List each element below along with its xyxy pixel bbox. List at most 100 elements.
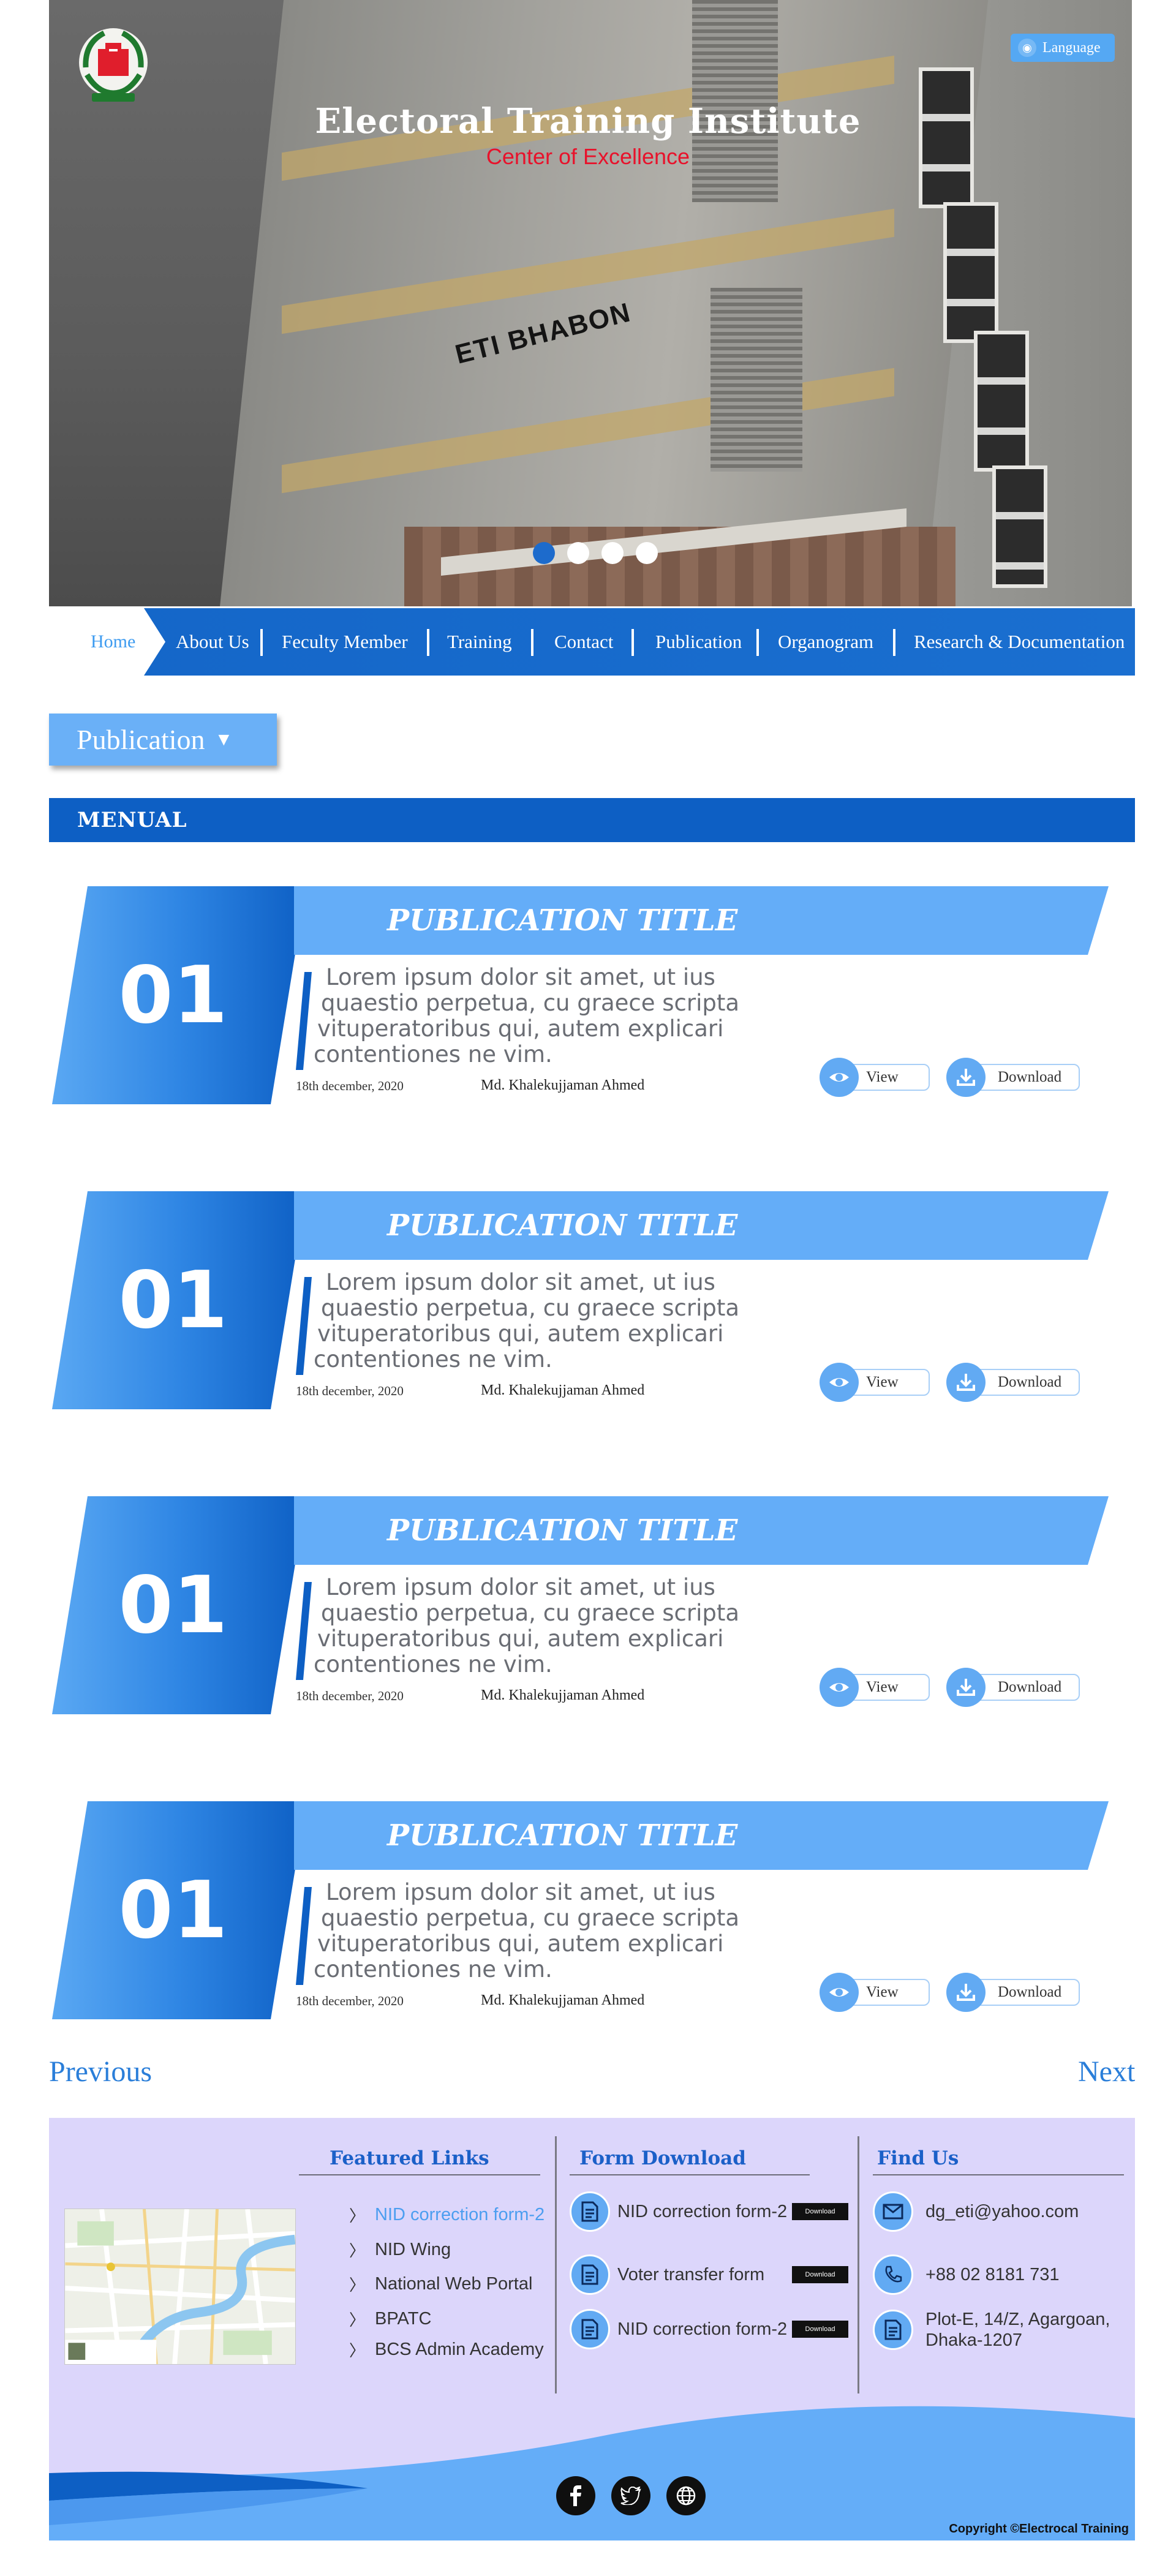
download-button[interactable]: Download: [946, 1363, 1087, 1402]
publication-dropdown[interactable]: Publication ▼: [49, 714, 277, 766]
nav-separator: [260, 629, 263, 656]
chevron-right-icon: 〉: [349, 2207, 366, 2226]
document-icon: [570, 2309, 610, 2349]
featured-link-label: BCS Admin Academy: [375, 2340, 544, 2359]
contact-address-row: Plot-E, 14/Z, Agargoan, Dhaka-1207: [873, 2309, 1110, 2351]
featured-link-nid-correction[interactable]: 〉 NID correction form-2: [349, 2204, 545, 2226]
form-download-button[interactable]: Download: [792, 2266, 848, 2283]
form-download-button[interactable]: Download: [792, 2321, 848, 2338]
section-title: MENUAL: [49, 798, 1135, 842]
location-map[interactable]: [64, 2209, 296, 2365]
heading-underline: [873, 2174, 1124, 2175]
featured-link-label: BPATC: [375, 2309, 432, 2329]
hero-subtitle: Center of Excellence: [486, 144, 690, 169]
footer-wave: [49, 2406, 1135, 2540]
publication-title[interactable]: PUBLICATION TITLE: [294, 1496, 1109, 1565]
view-button[interactable]: View: [820, 1363, 936, 1402]
featured-link-national-web-portal[interactable]: 〉 National Web Portal: [349, 2273, 532, 2295]
publication-title[interactable]: PUBLICATION TITLE: [294, 1801, 1109, 1870]
twitter-icon[interactable]: [611, 2476, 650, 2515]
nav-item-faculty-member[interactable]: Feculty Member: [282, 631, 408, 652]
excerpt-line: contentiones ne vim.: [314, 1346, 552, 1373]
download-button[interactable]: Download: [946, 1668, 1087, 1707]
nav-item-about-us[interactable]: About Us: [176, 631, 249, 652]
address-line: Dhaka-1207: [925, 2330, 1022, 2350]
view-button[interactable]: View: [820, 1668, 936, 1707]
publication-author: Md. Khalekujjaman Ahmed: [481, 1382, 645, 1398]
form-download-row: NID correction form-2 Download: [570, 2309, 848, 2349]
slider-dot[interactable]: [636, 542, 658, 564]
building-louvre: [692, 0, 778, 202]
download-button[interactable]: Download: [946, 1058, 1087, 1097]
document-icon: [873, 2310, 913, 2350]
facebook-icon[interactable]: [556, 2476, 595, 2515]
building-window: [974, 331, 1029, 472]
slider-dot[interactable]: [533, 542, 555, 564]
form-download-button[interactable]: Download: [792, 2203, 848, 2220]
excerpt-line: vituperatoribus qui, autem explicari: [317, 1015, 724, 1042]
publication-date: 18th december, 2020: [296, 1689, 404, 1703]
document-icon: [570, 2254, 610, 2295]
featured-link-bpatc[interactable]: 〉 BPATC: [349, 2308, 431, 2330]
publication-title[interactable]: PUBLICATION TITLE: [294, 886, 1109, 955]
slider-dot[interactable]: [601, 542, 624, 564]
form-download-heading: Form Download: [579, 2147, 746, 2169]
nav-item-research-documentation[interactable]: Research & Documentation: [914, 631, 1125, 652]
featured-link-label: National Web Portal: [375, 2274, 533, 2294]
publication-number: 01: [52, 886, 306, 1104]
publication-card: 01 PUBLICATION TITLE Lorem ipsum dolor s…: [49, 886, 1139, 1107]
globe-icon[interactable]: [666, 2476, 706, 2515]
excerpt-line: quaestio perpetua, cu graece scripta: [321, 1600, 740, 1626]
footer-column-separator: [555, 2136, 557, 2393]
form-label[interactable]: NID correction form-2: [617, 2201, 788, 2221]
view-button[interactable]: View: [820, 1973, 936, 2012]
excerpt-accent-bar: [296, 972, 312, 1070]
featured-link-bcs-admin-academy[interactable]: 〉 BCS Admin Academy: [349, 2338, 544, 2361]
eye-icon: [820, 1363, 859, 1402]
excerpt-line: contentiones ne vim.: [314, 1041, 552, 1068]
download-icon: [946, 1668, 986, 1707]
excerpt-line: contentiones ne vim.: [314, 1956, 552, 1983]
eye-icon: [820, 1058, 859, 1097]
nav-item-contact[interactable]: Contact: [554, 631, 614, 652]
language-label: Language: [1042, 39, 1101, 56]
eye-icon: [820, 1668, 859, 1707]
publication-number: 01: [52, 1496, 306, 1714]
chevron-right-icon: 〉: [349, 2342, 366, 2360]
copyright: Copyright ©Electrocal Training: [949, 2522, 1129, 2536]
download-button[interactable]: Download: [946, 1973, 1087, 2012]
nav-separator: [427, 629, 429, 656]
form-label[interactable]: NID correction form-2: [617, 2319, 788, 2339]
publication-number: 01: [52, 1191, 306, 1409]
contact-phone[interactable]: +88 02 8181 731: [925, 2265, 1060, 2284]
document-icon: [570, 2191, 610, 2232]
nav-item-publication[interactable]: Publication: [655, 631, 742, 652]
mail-icon: [873, 2191, 913, 2232]
view-button[interactable]: View: [820, 1058, 936, 1097]
featured-link-nid-wing[interactable]: 〉 NID Wing: [349, 2239, 451, 2261]
building-window: [992, 465, 1047, 588]
nav-separator: [756, 629, 759, 656]
footer: Featured Links Form Download Find Us 〉 NI…: [49, 2118, 1135, 2540]
next-link[interactable]: Next: [1078, 2055, 1136, 2088]
contact-email[interactable]: dg_eti@yahoo.com: [925, 2202, 1079, 2221]
slider-dot[interactable]: [567, 542, 589, 564]
language-button[interactable]: ◉ Language: [1011, 34, 1115, 62]
nav-item-organogram[interactable]: Organogram: [778, 631, 874, 652]
previous-link[interactable]: Previous: [49, 2055, 152, 2088]
publication-title[interactable]: PUBLICATION TITLE: [294, 1191, 1109, 1260]
caret-down-icon: ▼: [214, 729, 233, 750]
form-label[interactable]: Voter transfer form: [617, 2264, 765, 2284]
nav-separator: [893, 629, 895, 656]
excerpt-line: contentiones ne vim.: [314, 1651, 552, 1678]
publication-excerpt: Lorem ipsum dolor sit amet, ut ius quaes…: [312, 1880, 778, 1983]
publication-date: 18th december, 2020: [296, 1384, 404, 1398]
hero-title: Electoral Training Institute: [315, 101, 861, 141]
slider-dots: [533, 542, 658, 564]
nav-separator: [531, 629, 533, 656]
nav-item-training[interactable]: Training: [447, 631, 512, 652]
election-commission-logo[interactable]: [74, 24, 153, 104]
nav-item-home[interactable]: Home: [49, 608, 165, 676]
featured-link-label: NID correction form-2: [375, 2205, 545, 2224]
publication-excerpt: Lorem ipsum dolor sit amet, ut ius quaes…: [312, 1270, 778, 1373]
